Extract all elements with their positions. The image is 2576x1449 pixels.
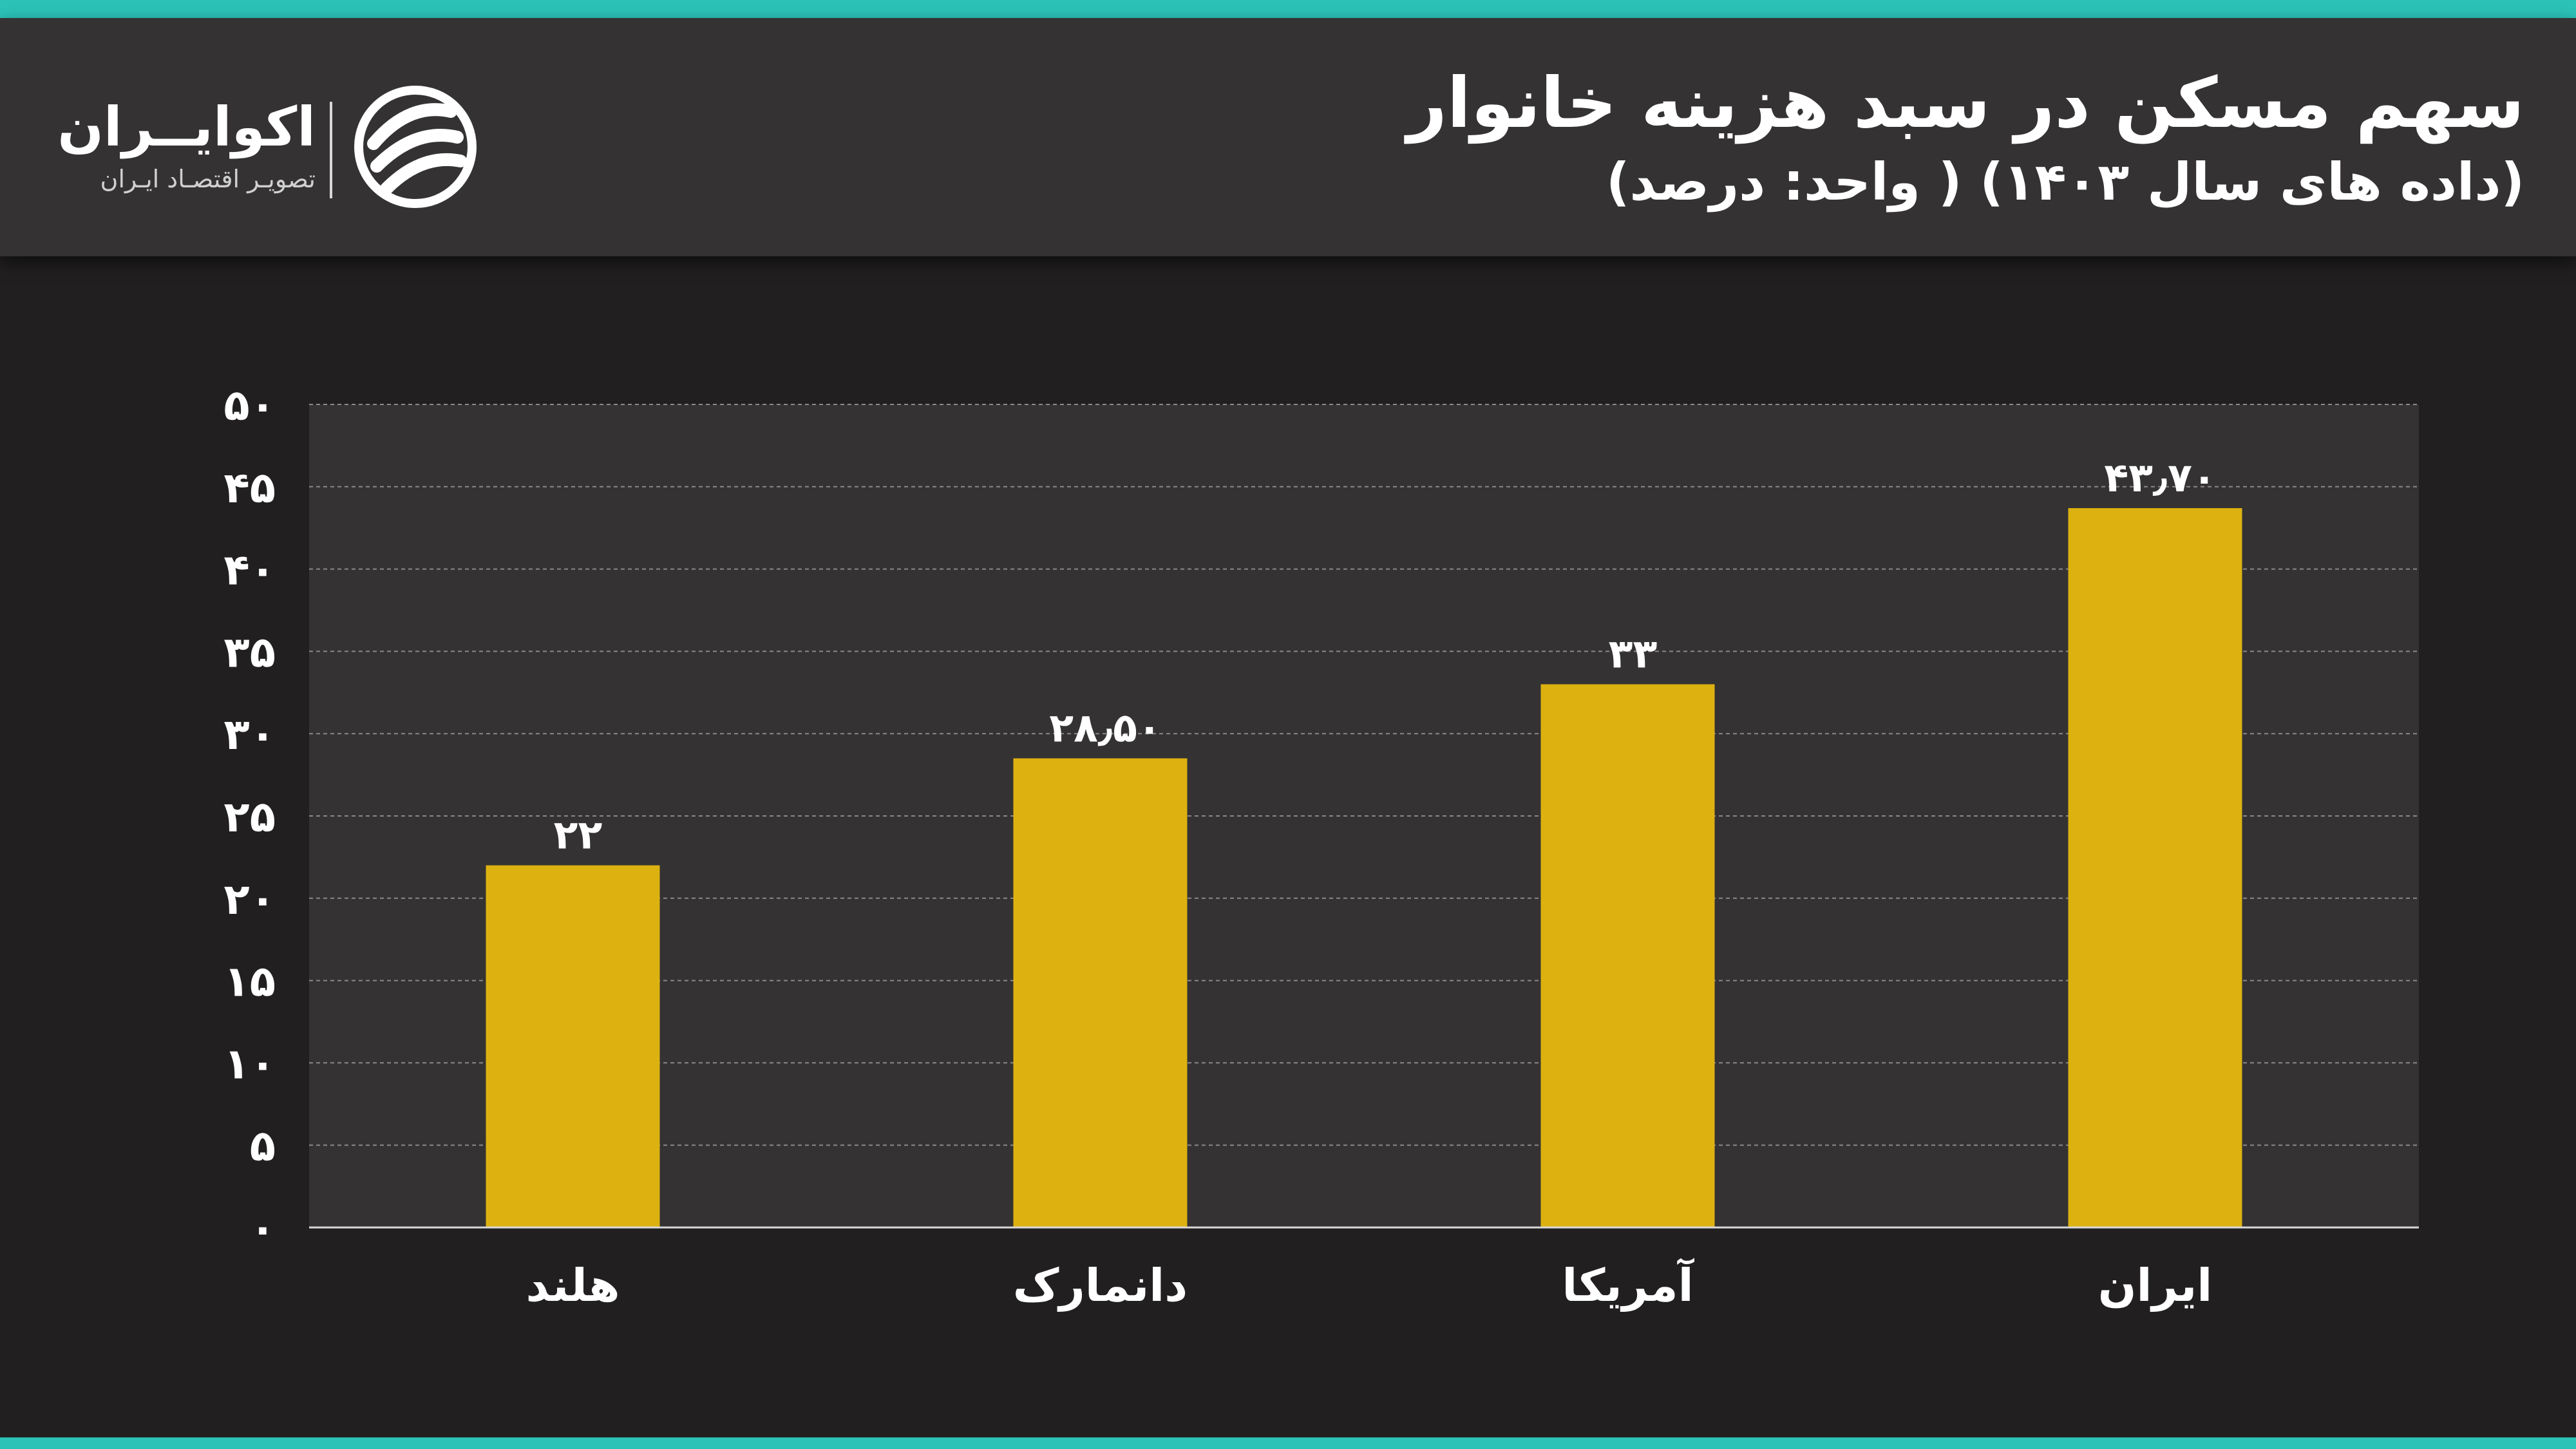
bar [1013,758,1188,1227]
bar [486,865,660,1227]
y-tick-label: ۵۰ [223,381,276,430]
brand-logo: اکوایــران تصویـر اقتصـاد ایـران [57,82,489,211]
top-accent-bar [0,0,2576,18]
bar-value-label: ۳۳ [1609,630,1658,677]
brand-mark-icon [354,86,477,208]
x-tick-label: ایران [2098,1259,2213,1312]
y-tick-label: ۵ [250,1121,276,1171]
bar-value-label: ۲۸٫۵۰ [1049,705,1162,752]
bar [1540,684,1715,1227]
y-tick-label: ۳۵ [223,627,276,677]
chart-title: سهم مسکن در سبد هزینه خانوار [1406,63,2524,144]
bar-value-label: ۴۳٫۷۰ [2104,454,2217,501]
x-tick-label: هلند [526,1259,620,1312]
x-tick-label: آمریکا [1562,1258,1694,1312]
y-tick-label: ۲۰ [223,875,276,924]
chart-subtitle: (داده های سال ۱۴۰۳) ( واحد: درصد) [1605,152,2524,212]
bar-value-label: ۲۲ [554,811,603,858]
logo-divider [330,102,332,198]
y-tick-label: ۱۵ [223,957,276,1007]
header-banner: سهم مسکن در سبد هزینه خانوار (داده های س… [0,18,2576,256]
y-tick-label: ۴۵ [223,463,276,513]
brand-tagline: تصویـر اقتصـاد ایـران [100,165,316,193]
brand-name: اکوایــران [57,95,316,158]
y-tick-label: ۴۰ [223,545,276,595]
bottom-accent-bar [0,1437,2576,1449]
bar [2068,508,2242,1227]
x-tick-label: دانمارک [1013,1259,1188,1312]
y-tick-label: ۰ [250,1204,276,1253]
y-tick-label: ۱۰ [223,1039,276,1088]
y-tick-label: ۲۵ [223,792,276,842]
y-tick-label: ۳۰ [223,710,276,759]
